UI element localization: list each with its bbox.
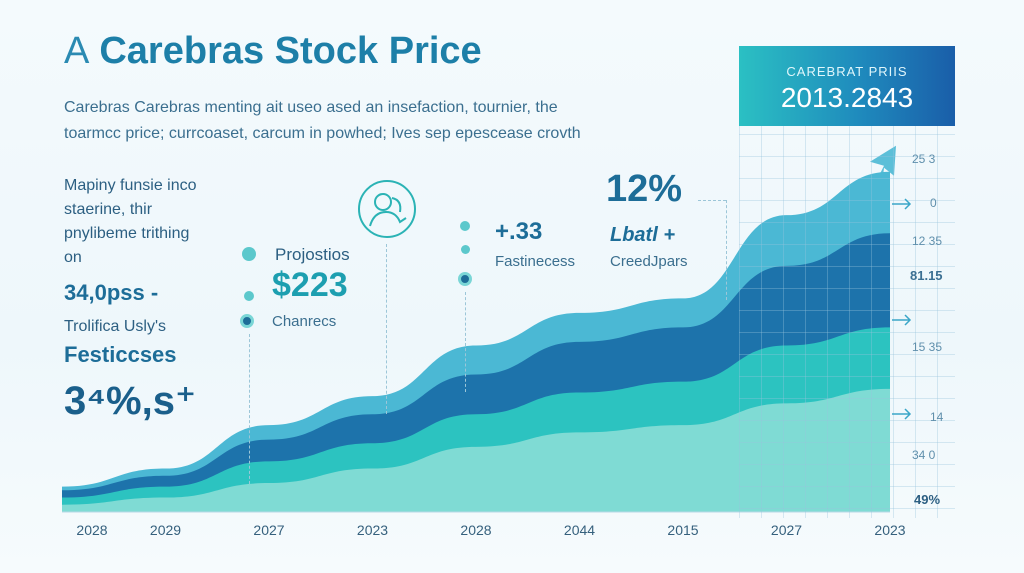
x-tick-label: 2015 bbox=[667, 522, 699, 538]
bullet-dot bbox=[461, 245, 470, 254]
callout-line bbox=[386, 244, 387, 414]
bullet-dot bbox=[458, 272, 472, 286]
percent-sublabel: CreedJpars bbox=[610, 253, 688, 270]
percent-value: 12% bbox=[606, 168, 683, 210]
callout-line bbox=[726, 200, 727, 300]
callout-line bbox=[465, 292, 466, 392]
page-title: A Carebras Stock Price bbox=[64, 30, 482, 73]
bullet-dot bbox=[242, 247, 256, 261]
area-layer bbox=[62, 171, 890, 513]
area-series-1 bbox=[62, 388, 890, 512]
callout-line bbox=[249, 334, 250, 484]
side-label: 0 bbox=[930, 196, 937, 210]
mid-label: Fastinecess bbox=[495, 253, 576, 270]
arrow-right-icon bbox=[892, 314, 912, 326]
title-prefix: A bbox=[64, 30, 90, 72]
bullet-dot bbox=[244, 291, 254, 301]
x-tick-label: 2027 bbox=[253, 522, 285, 538]
left-bold-label: Festiccses bbox=[64, 342, 177, 367]
title-text: Carebras Stock Price bbox=[99, 30, 482, 72]
person-icon bbox=[358, 180, 416, 238]
arrow-right-icon bbox=[892, 408, 912, 420]
left-desc-line: on bbox=[64, 249, 82, 266]
footer-percent: 49% bbox=[914, 492, 941, 507]
x-tick-label: 2023 bbox=[874, 522, 906, 538]
subtitle: Carebras Carebras menting ait useo ased … bbox=[64, 95, 684, 147]
subtitle-line: Carebras Carebras menting ait useo ased … bbox=[64, 99, 558, 116]
percent-label: Lbatl + bbox=[610, 224, 676, 246]
left-desc-line: staerine, thir bbox=[64, 201, 153, 218]
x-tick-label: 2023 bbox=[356, 522, 389, 538]
side-label: 25 3 bbox=[912, 152, 936, 166]
side-label: 12 35 bbox=[912, 234, 943, 248]
side-label: 81.15 bbox=[910, 268, 943, 283]
left-desc-line: pnylibeme trithing bbox=[64, 225, 190, 242]
projection-value: $223 bbox=[272, 266, 348, 304]
left-small-label: Trolifica Usly's bbox=[64, 318, 167, 335]
left-big-value: 34,0pss - bbox=[64, 280, 159, 305]
arrow-right-icon bbox=[892, 198, 912, 210]
price-panel-header bbox=[739, 46, 955, 126]
trend-arrow-icon bbox=[870, 145, 896, 202]
price-panel-value: 2013.2843 bbox=[780, 82, 914, 113]
bullet-dot bbox=[240, 314, 254, 328]
bullet-dot bbox=[460, 221, 470, 231]
x-tick-label: 2028 bbox=[460, 522, 492, 538]
side-label: 14 bbox=[930, 410, 944, 424]
x-tick-label: 2044 bbox=[563, 522, 596, 538]
side-arrows bbox=[892, 198, 912, 420]
subtitle-line: toarmcc price; currcoaset, carcum in pow… bbox=[64, 125, 581, 142]
left-big-value-2: 3⁴%,s⁺ bbox=[64, 379, 197, 423]
projection-label: Projostios bbox=[275, 245, 350, 264]
mid-value: +.33 bbox=[495, 218, 543, 245]
price-panel-label: CAREBRAT PRIIS bbox=[786, 64, 908, 79]
projection-sublabel: Chanrecs bbox=[272, 313, 337, 330]
x-tick-label: 2029 bbox=[149, 522, 182, 538]
callout-line bbox=[698, 200, 726, 201]
left-description: Mapiny funsie inco staerine, thir pnylib… bbox=[64, 174, 197, 270]
x-tick-label: 2028 bbox=[76, 522, 108, 538]
side-label: 34 0 bbox=[912, 448, 936, 462]
left-desc-line: Mapiny funsie inco bbox=[64, 177, 197, 194]
side-label: 15 35 bbox=[912, 340, 943, 354]
x-tick-label: 2027 bbox=[770, 522, 803, 538]
